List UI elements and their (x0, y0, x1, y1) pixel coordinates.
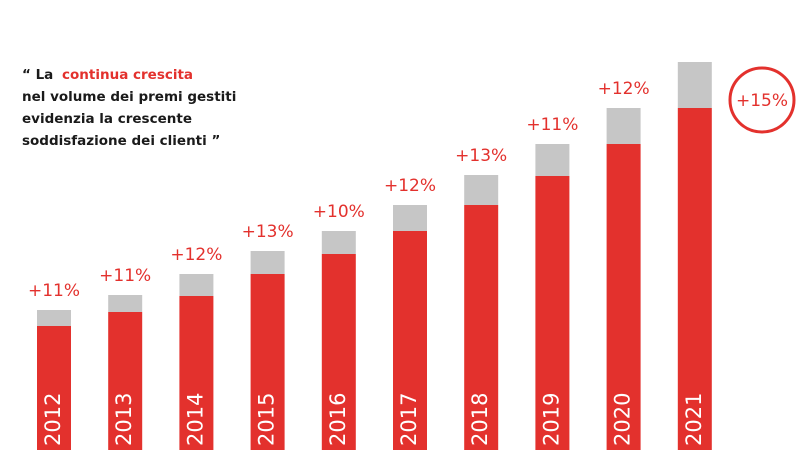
bar-segment (393, 205, 427, 231)
quote-line: nel volume dei premi gestiti (22, 89, 236, 105)
bar-segment (108, 295, 143, 312)
bar-segment (677, 62, 712, 108)
growth-label: +10% (313, 202, 365, 222)
bar-segment (393, 231, 427, 450)
bar-segment (37, 326, 71, 450)
growth-label: +12% (384, 176, 436, 196)
year-label: 2016 (326, 393, 350, 446)
quote-line: “ La continua crescita (22, 67, 193, 83)
quote-line: evidenzia la crescente (22, 111, 192, 127)
bar-segment (535, 144, 570, 176)
year-label: 2017 (397, 393, 421, 446)
growth-label: +13% (242, 222, 294, 242)
bar-segment (250, 274, 285, 450)
bar-segment (535, 176, 570, 450)
bar-segment (606, 144, 641, 450)
year-label: 2020 (611, 393, 635, 446)
growth-label: +11% (99, 266, 151, 286)
highlight-circle (728, 66, 796, 134)
quote-lead: “ La (22, 67, 53, 83)
year-label: 2012 (41, 393, 65, 446)
bar-segment (464, 175, 499, 205)
growth-label: +11% (526, 115, 578, 135)
growth-label: +11% (28, 281, 80, 301)
growth-label: +13% (455, 146, 507, 166)
growth-label: +12% (598, 79, 650, 99)
bar-segment (179, 296, 214, 450)
quote-highlight: continua crescita (62, 67, 193, 83)
bar-segment (108, 312, 143, 450)
growth-label: +12% (170, 245, 222, 265)
year-label: 2014 (183, 393, 207, 446)
bar-segment (37, 310, 71, 326)
year-label: 2015 (255, 393, 279, 446)
bar-segment (464, 205, 499, 450)
growth-label: +15% (736, 91, 788, 111)
bar-segment (677, 108, 712, 450)
bar-segment (179, 274, 214, 296)
bar-segment (250, 251, 285, 274)
bar-segment (606, 108, 641, 144)
year-label: 2018 (468, 393, 492, 446)
bar-segment (321, 254, 356, 450)
bar-segment (321, 231, 356, 254)
year-label: 2013 (112, 393, 136, 446)
quote-line: soddisfazione dei clienti ” (22, 133, 220, 149)
year-label: 2019 (539, 393, 563, 446)
year-label: 2021 (682, 393, 706, 446)
